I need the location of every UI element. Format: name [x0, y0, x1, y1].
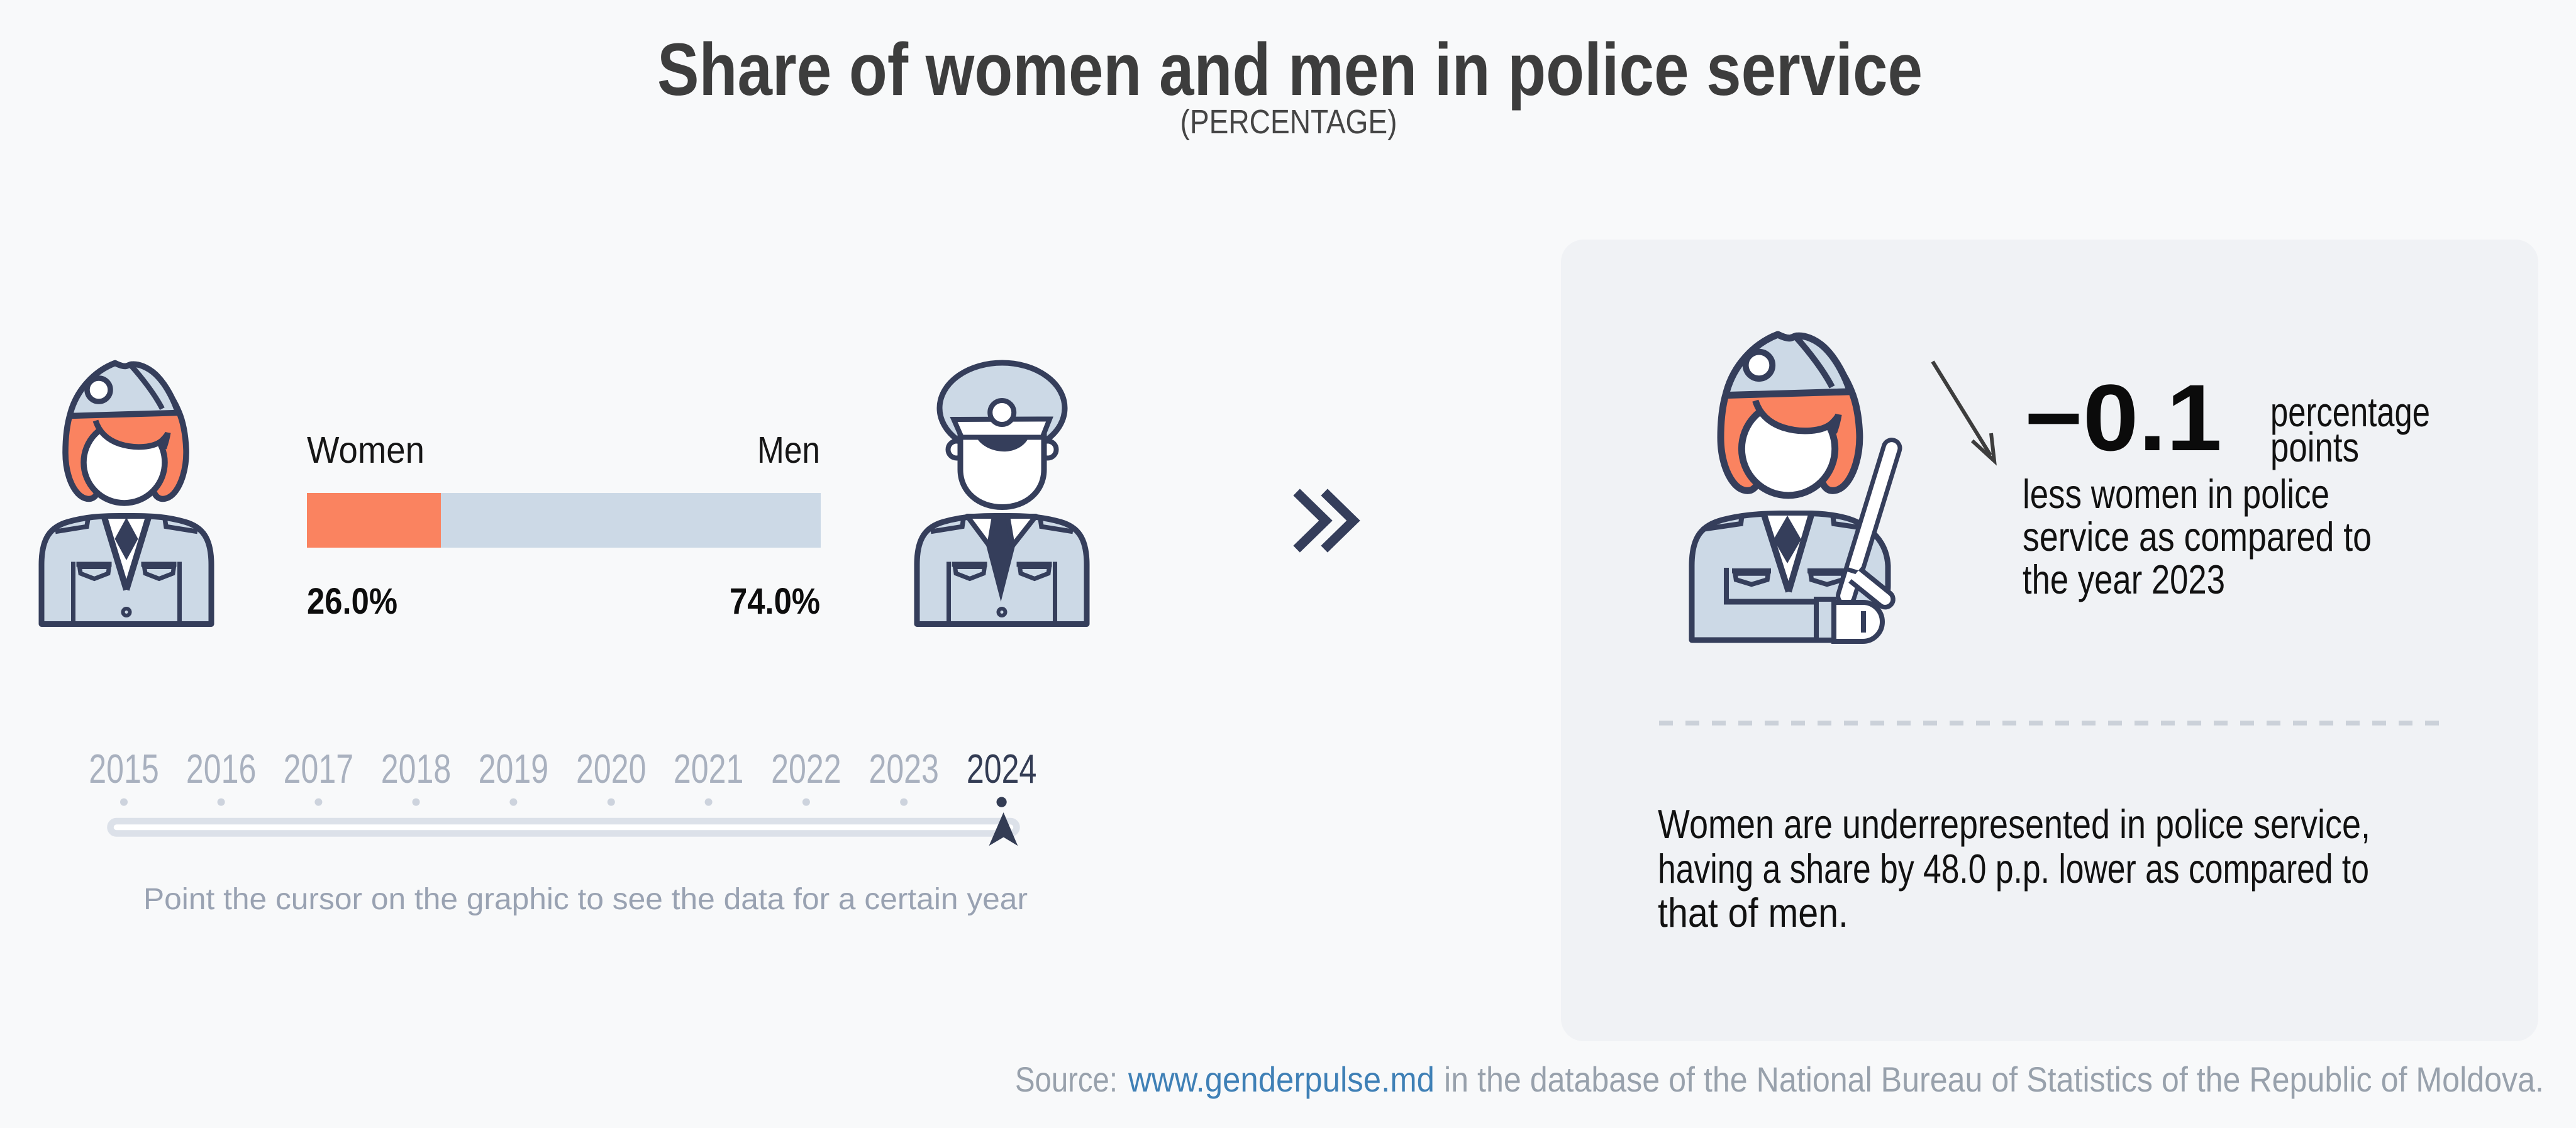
- svg-text:(PERCENTAGE): (PERCENTAGE): [1180, 103, 1397, 141]
- svg-text:2018: 2018: [381, 746, 452, 792]
- svg-text:www.genderpulse.md: www.genderpulse.md: [1128, 1059, 1435, 1099]
- svg-text:Point the cursor on the graphi: Point the cursor on the graphic to see t…: [143, 883, 1028, 916]
- svg-text:2016: 2016: [186, 746, 257, 792]
- svg-text:2021: 2021: [674, 746, 744, 792]
- svg-text:74.0%: 74.0%: [730, 581, 820, 622]
- svg-text:the year 2023: the year 2023: [2023, 556, 2225, 602]
- svg-text:Women are underrepresented in: Women are underrepresented in police ser…: [1658, 801, 2370, 847]
- svg-text:service as compared to: service as compared to: [2023, 514, 2372, 560]
- svg-text:26.0%: 26.0%: [307, 581, 397, 622]
- svg-text:less women in police: less women in police: [2023, 471, 2329, 517]
- svg-text:in the database of the Nationa: in the database of the National Bureau o…: [1444, 1059, 2544, 1099]
- svg-text:Women: Women: [307, 429, 425, 471]
- svg-text:Men: Men: [757, 429, 820, 471]
- svg-text:−0.1: −0.1: [2024, 365, 2222, 470]
- svg-text:that of men.: that of men.: [1658, 890, 1848, 936]
- svg-text:2023: 2023: [869, 746, 939, 792]
- svg-text:2022: 2022: [771, 746, 841, 792]
- svg-text:2015: 2015: [89, 746, 159, 792]
- svg-text:2017: 2017: [284, 746, 354, 792]
- svg-text:having a share by 48.0 p.p. lo: having a share by 48.0 p.p. lower as com…: [1658, 846, 2369, 892]
- svg-text:2024: 2024: [967, 746, 1037, 792]
- svg-text:2019: 2019: [479, 746, 549, 792]
- svg-text:Share of women and men in poli: Share of women and men in police service: [657, 28, 1923, 111]
- svg-text:Source:: Source:: [1015, 1059, 1118, 1099]
- svg-text:percentage: percentage: [2270, 389, 2430, 435]
- svg-text:points: points: [2270, 424, 2359, 470]
- svg-text:2020: 2020: [576, 746, 647, 792]
